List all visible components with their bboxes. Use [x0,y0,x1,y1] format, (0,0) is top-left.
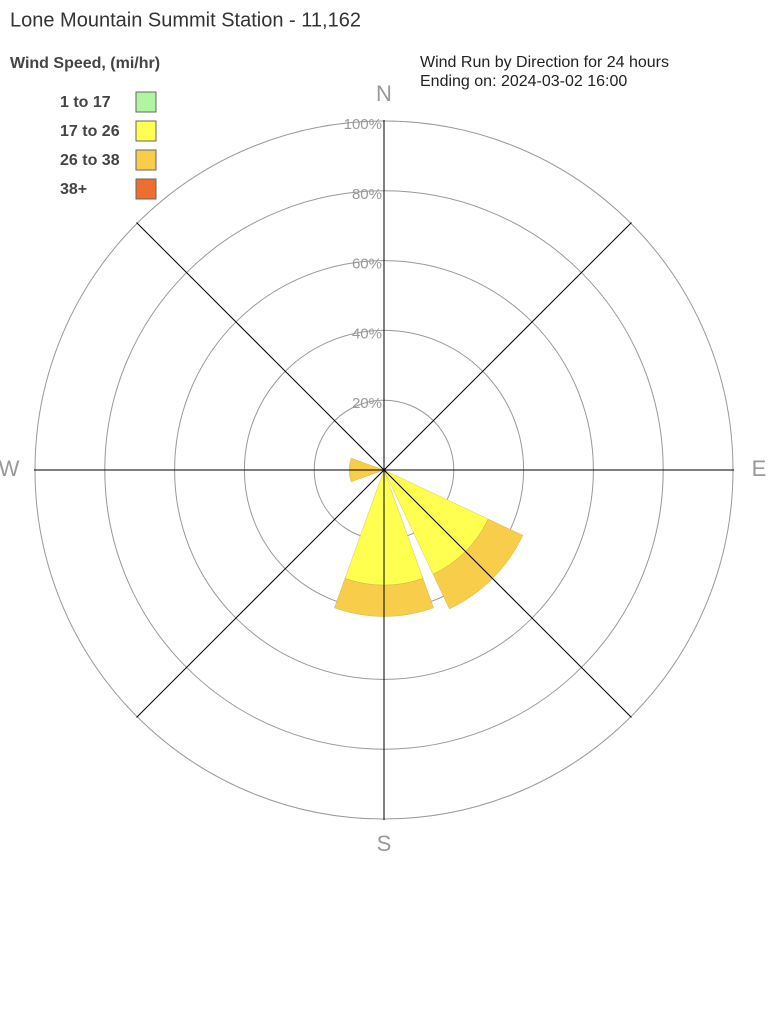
legend-label: 26 to 38 [60,152,120,169]
compass-label: W [0,456,20,481]
legend-label: 17 to 26 [60,123,120,140]
subtitle: Wind Run by Direction for 24 hours [420,54,669,71]
legend-title: Wind Speed, (mi/hr) [10,55,160,72]
legend-swatch [135,178,157,200]
spoke [136,222,632,718]
r-tick-label: 80% [352,186,382,203]
legend-swatch [135,120,157,142]
legend-swatch [135,91,157,113]
r-tick-label: 40% [352,325,382,342]
r-tick-label: 60% [352,256,382,273]
r-tick-label: 20% [352,395,382,412]
subtitle: Ending on: 2024-03-02 16:00 [420,73,627,90]
legend-label: 1 to 17 [60,94,111,111]
compass-label: S [377,831,392,856]
legend-label: 38+ [60,181,87,198]
r-tick-label: 100% [344,116,382,133]
chart-title: Lone Mountain Summit Station - 11,162 [10,9,361,31]
legend-swatch [135,149,157,171]
compass-label: E [752,456,767,481]
spokes [34,120,734,820]
compass-label: N [376,81,392,106]
